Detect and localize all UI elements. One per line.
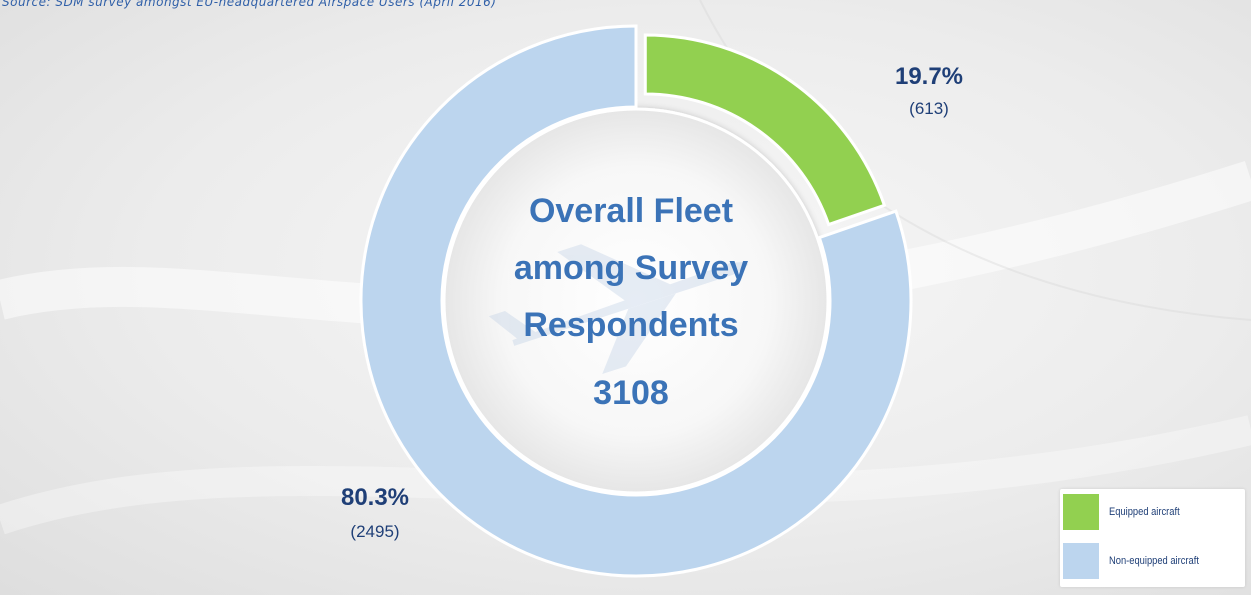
label-nonequipped-percent: 80.3% — [341, 484, 409, 511]
donut-center-disc — [442, 107, 830, 495]
source-note: Source: SDM survey amongst EU-headquarte… — [2, 0, 497, 9]
center-title-line1: Overall Fleet — [529, 192, 733, 230]
donut-slice-non-equipped — [359, 24, 913, 578]
donut-slice-equipped — [643, 33, 887, 227]
center-total: 3108 — [593, 374, 669, 412]
center-title-line3: Respondents — [523, 306, 738, 344]
legend-label-non-equipped: Non-equipped aircraft — [1109, 555, 1199, 567]
legend: Equipped aircraft Non-equipped aircraft — [1060, 489, 1245, 587]
legend-label-equipped: Equipped aircraft — [1109, 506, 1180, 518]
label-nonequipped-count: (2495) — [350, 522, 399, 541]
legend-item-equipped: Equipped aircraft — [1063, 494, 1192, 530]
center-title-line2: among Survey — [514, 249, 748, 287]
legend-swatch-equipped — [1063, 494, 1099, 530]
airplane-watermark-icon — [488, 244, 748, 375]
label-equipped-count: (613) — [909, 99, 949, 118]
label-equipped-percent: 19.7% — [895, 63, 963, 90]
donut-slices — [359, 24, 913, 578]
legend-item-non-equipped: Non-equipped aircraft — [1063, 543, 1215, 579]
legend-swatch-non-equipped — [1063, 543, 1099, 579]
